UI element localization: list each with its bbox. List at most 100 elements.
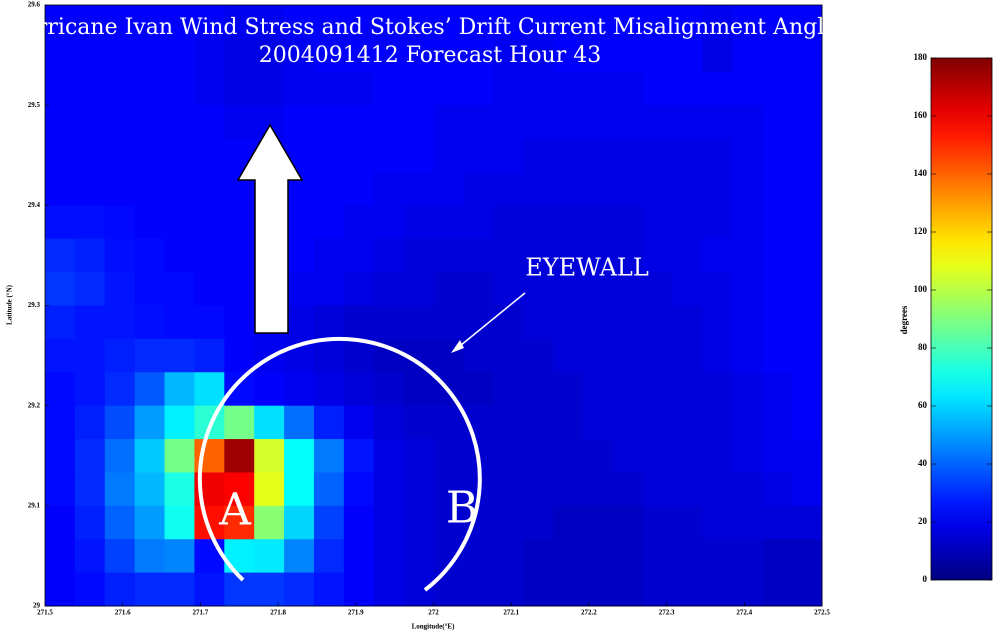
- heat-cell: [313, 439, 345, 473]
- x-tick-label: 271.8: [270, 609, 286, 617]
- heat-cell: [582, 472, 614, 507]
- heat-cell: [403, 505, 434, 540]
- heat-cell: [642, 439, 674, 473]
- heat-cell: [463, 572, 494, 607]
- heat-cell: [612, 305, 644, 340]
- heat-cell: [582, 439, 614, 473]
- heat-cell: [343, 305, 375, 340]
- heat-cell: [612, 5, 644, 39]
- heat-cell: [373, 305, 405, 340]
- heat-cell: [104, 472, 136, 507]
- heat-cell: [45, 338, 76, 373]
- heat-cell: [672, 5, 703, 39]
- heat-cell: [164, 572, 195, 607]
- heat-cell: [433, 439, 464, 473]
- heat-cell: [672, 338, 703, 373]
- heat-cell: [373, 405, 405, 440]
- heat-cell: [284, 372, 315, 407]
- heat-cell: [672, 372, 703, 407]
- heat-cell: [762, 205, 793, 240]
- heat-cell: [104, 272, 136, 306]
- heat-cell: [792, 38, 823, 73]
- heat-cell: [74, 71, 106, 106]
- heat-cell: [433, 472, 464, 507]
- heat-cell: [553, 405, 584, 440]
- heat-cell: [284, 305, 315, 340]
- heat-cell: [523, 138, 554, 173]
- heat-cell: [553, 539, 584, 574]
- heat-cell: [433, 205, 464, 240]
- heat-cell: [104, 338, 136, 373]
- y-tick-label: 29.6: [28, 1, 41, 9]
- heat-cell: [433, 105, 464, 140]
- heat-cell: [403, 171, 434, 206]
- heat-cell: [74, 305, 106, 340]
- heat-cell: [254, 439, 285, 473]
- heat-cell: [433, 71, 464, 106]
- heat-cell: [194, 171, 225, 206]
- y-tick-label: 29.5: [28, 101, 41, 109]
- heat-cell: [45, 171, 76, 206]
- heat-cell: [134, 572, 166, 607]
- heat-cell: [104, 171, 136, 206]
- heat-cell: [523, 572, 554, 607]
- heat-cell: [343, 71, 375, 106]
- colorbar-tick-label: 140: [914, 168, 928, 178]
- heat-cell: [762, 71, 793, 106]
- heat-cell: [104, 305, 136, 340]
- heat-cell: [642, 305, 674, 340]
- heat-cell: [134, 338, 166, 373]
- heat-cell: [134, 472, 166, 507]
- heat-cell: [134, 405, 166, 440]
- heat-cell: [792, 472, 823, 507]
- heat-cell: [702, 5, 733, 39]
- heat-cell: [702, 105, 733, 140]
- heat-cell: [792, 305, 823, 340]
- heat-cell: [164, 205, 195, 240]
- heat-cell: [403, 105, 434, 140]
- heat-cell: [224, 505, 255, 540]
- heat-cell: [373, 105, 405, 140]
- heat-cell: [104, 405, 136, 440]
- colorbar: [930, 57, 993, 581]
- heat-cell: [104, 572, 136, 607]
- heat-cell: [523, 539, 554, 574]
- heat-cell: [672, 572, 703, 607]
- heat-cell: [224, 238, 255, 273]
- heat-cell: [612, 205, 644, 240]
- heat-cell: [762, 405, 793, 440]
- heat-cell: [164, 372, 195, 407]
- heat-cell: [762, 305, 793, 340]
- heat-cell: [373, 439, 405, 473]
- heat-cell: [792, 272, 823, 306]
- heat-cell: [732, 505, 763, 540]
- heat-cell: [553, 38, 584, 73]
- heat-cell: [433, 171, 464, 206]
- heat-cell: [612, 439, 644, 473]
- heat-cell: [582, 539, 614, 574]
- heat-cell: [74, 238, 106, 273]
- heat-cell: [134, 238, 166, 273]
- colorbar-tick-label: 40: [918, 458, 928, 468]
- chart-title: urricane Ivan Wind Stress and Stokes’ Dr…: [23, 15, 838, 40]
- heat-cell: [672, 105, 703, 140]
- heat-cell: [284, 238, 315, 273]
- heat-cell: [612, 405, 644, 440]
- heat-cell: [313, 38, 345, 73]
- heat-cell: [642, 71, 674, 106]
- x-tick-label: 272.4: [736, 609, 752, 617]
- heat-cell: [582, 305, 614, 340]
- heat-cell: [493, 138, 524, 173]
- annotation: EYEWALL: [525, 254, 649, 282]
- heat-cell: [582, 505, 614, 540]
- heat-cell: [313, 539, 345, 574]
- heat-cell: [45, 405, 76, 440]
- heat-cell: [463, 38, 494, 73]
- heat-cell: [523, 405, 554, 440]
- heat-cell: [313, 171, 345, 206]
- heat-cell: [702, 205, 733, 240]
- heat-cell: [612, 372, 644, 407]
- heat-cell: [343, 238, 375, 273]
- heat-cell: [732, 572, 763, 607]
- heat-cell: [612, 105, 644, 140]
